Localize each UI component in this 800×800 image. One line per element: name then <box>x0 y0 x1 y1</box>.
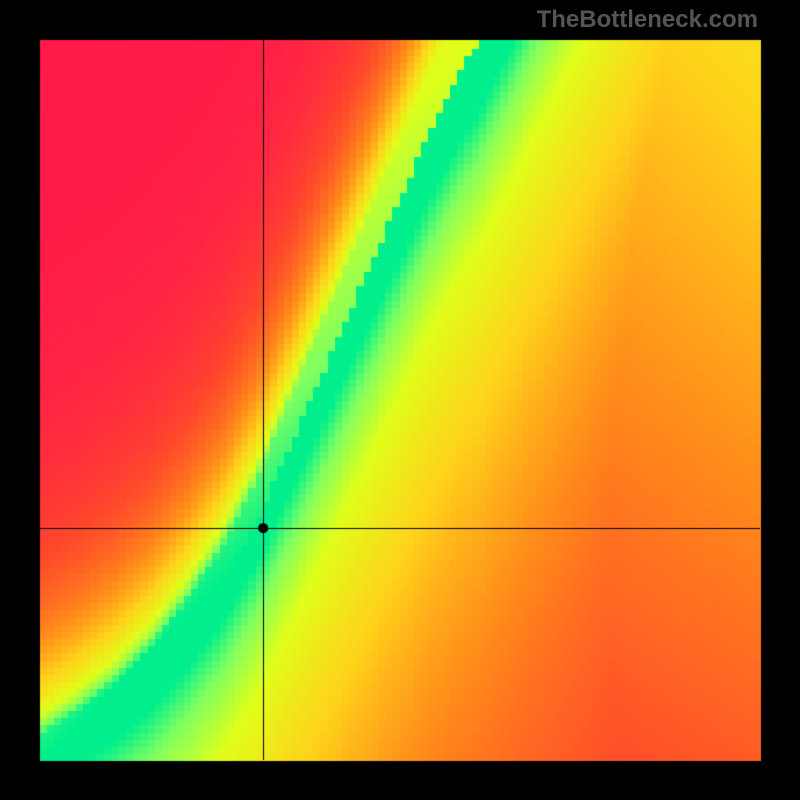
heatmap-canvas <box>0 0 800 800</box>
chart-container: TheBottleneck.com <box>0 0 800 800</box>
watermark-text: TheBottleneck.com <box>537 6 758 34</box>
